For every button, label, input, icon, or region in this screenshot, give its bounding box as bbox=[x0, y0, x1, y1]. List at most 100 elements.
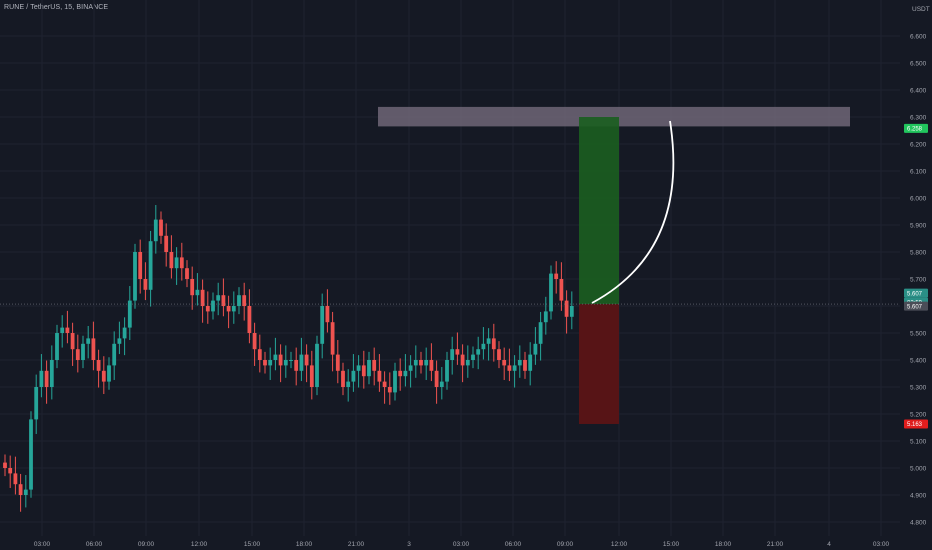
candle-body bbox=[195, 289, 200, 296]
y-tick-label: 6.100 bbox=[910, 168, 927, 175]
stop-price-tag-bg bbox=[904, 419, 928, 429]
candle-body bbox=[517, 360, 522, 366]
candle-body bbox=[346, 381, 351, 387]
candle-body bbox=[543, 311, 548, 323]
candle-body bbox=[164, 235, 169, 252]
x-tick-label: 09:00 bbox=[138, 541, 155, 548]
candle-body bbox=[55, 333, 59, 360]
candle-body bbox=[304, 354, 309, 366]
candle-body bbox=[18, 484, 23, 495]
candle-body bbox=[91, 338, 96, 360]
candle-body bbox=[179, 257, 184, 269]
candle-body bbox=[153, 219, 158, 242]
y-tick-label: 5.300 bbox=[910, 384, 927, 391]
y-axis: 6.600 6.500 6.400 6.300 6.200 6.100 6.000 5.900… bbox=[910, 6, 930, 526]
candle-body bbox=[471, 354, 475, 360]
candle-body bbox=[174, 257, 179, 269]
y-tick-label: 6.500 bbox=[910, 60, 927, 67]
candle-body bbox=[335, 354, 340, 371]
candle-body bbox=[65, 327, 70, 333]
y-tick-label: 5.700 bbox=[910, 276, 927, 283]
candle-body bbox=[554, 273, 559, 279]
candle-body bbox=[502, 360, 507, 366]
candle-body bbox=[424, 360, 429, 366]
y-tick-label: 5.200 bbox=[910, 411, 927, 418]
candle-body bbox=[341, 370, 345, 387]
candle-body bbox=[382, 381, 387, 387]
candle-body bbox=[75, 349, 80, 360]
target-price-tag: 6.258 bbox=[907, 127, 923, 133]
y-tick-label: 5.400 bbox=[910, 357, 927, 364]
position-zones bbox=[378, 106, 850, 424]
candle-body bbox=[247, 306, 252, 333]
candle-body bbox=[237, 295, 241, 306]
candle-body bbox=[367, 360, 371, 377]
grid bbox=[0, 0, 900, 536]
current-price-tag-bg bbox=[904, 288, 928, 298]
candle-body bbox=[523, 360, 527, 371]
candle-body bbox=[315, 343, 319, 387]
candle-body bbox=[356, 365, 361, 371]
candle-body bbox=[122, 327, 127, 339]
x-tick-label: 03:00 bbox=[34, 541, 51, 548]
x-tick-label: 4 bbox=[827, 541, 831, 548]
x-tick-label: 06:00 bbox=[86, 541, 103, 548]
y-tick-label: 6.400 bbox=[910, 87, 927, 94]
candle-body bbox=[211, 300, 215, 312]
candle-body bbox=[538, 322, 543, 344]
candle-body bbox=[528, 354, 533, 371]
candle-body bbox=[148, 241, 153, 290]
candle-body bbox=[70, 333, 75, 350]
x-tick-label: 03:00 bbox=[873, 541, 890, 548]
candle-body bbox=[49, 360, 54, 387]
y-tick-label: 5.500 bbox=[910, 330, 927, 337]
candle-body bbox=[294, 360, 299, 371]
candle-body bbox=[23, 489, 28, 495]
x-tick-label: 18:00 bbox=[715, 541, 732, 548]
candle-body bbox=[439, 381, 444, 387]
candle-body bbox=[398, 370, 403, 377]
candle-body bbox=[497, 349, 501, 360]
candle-body bbox=[263, 360, 267, 366]
candle-body bbox=[413, 360, 418, 366]
candle-body bbox=[408, 365, 413, 371]
candle-body bbox=[320, 306, 325, 344]
candle-body bbox=[101, 370, 106, 382]
y-tick-label: 6.200 bbox=[910, 141, 927, 148]
y-tick-label: 5.900 bbox=[910, 222, 927, 229]
candle-body bbox=[60, 327, 65, 333]
y-tick-label: 5.800 bbox=[910, 249, 927, 256]
candle-body bbox=[278, 354, 283, 366]
stop-zone bbox=[579, 304, 619, 424]
candle-body bbox=[299, 354, 304, 371]
candles bbox=[3, 205, 574, 512]
candle-body bbox=[351, 370, 356, 382]
candle-body bbox=[169, 252, 174, 269]
candle-body bbox=[13, 473, 18, 485]
x-tick-label: 12:00 bbox=[611, 541, 628, 548]
candle-body bbox=[434, 370, 439, 387]
candle-body bbox=[226, 306, 231, 312]
candle-body bbox=[96, 360, 101, 371]
candle-body bbox=[34, 387, 39, 420]
candle-body bbox=[309, 365, 314, 387]
candle-body bbox=[289, 360, 293, 361]
x-tick-label: 3 bbox=[407, 541, 411, 548]
candle-body bbox=[419, 360, 423, 366]
candle-body bbox=[86, 338, 91, 344]
y-tick-label: 4.900 bbox=[910, 492, 927, 499]
candle-body bbox=[361, 365, 366, 377]
x-tick-label: 03:00 bbox=[453, 541, 470, 548]
candle-body bbox=[455, 349, 460, 355]
candle-body bbox=[8, 468, 13, 474]
y-tick-label: 6.000 bbox=[910, 195, 927, 202]
candle-body bbox=[564, 300, 569, 317]
last-price-tag: 5.607 bbox=[907, 304, 923, 310]
resistance-zone bbox=[378, 106, 850, 127]
y-tick-label: 6.300 bbox=[910, 114, 927, 121]
candle-body bbox=[133, 252, 137, 301]
candle-body bbox=[231, 306, 236, 312]
x-tick-label: 18:00 bbox=[296, 541, 313, 548]
